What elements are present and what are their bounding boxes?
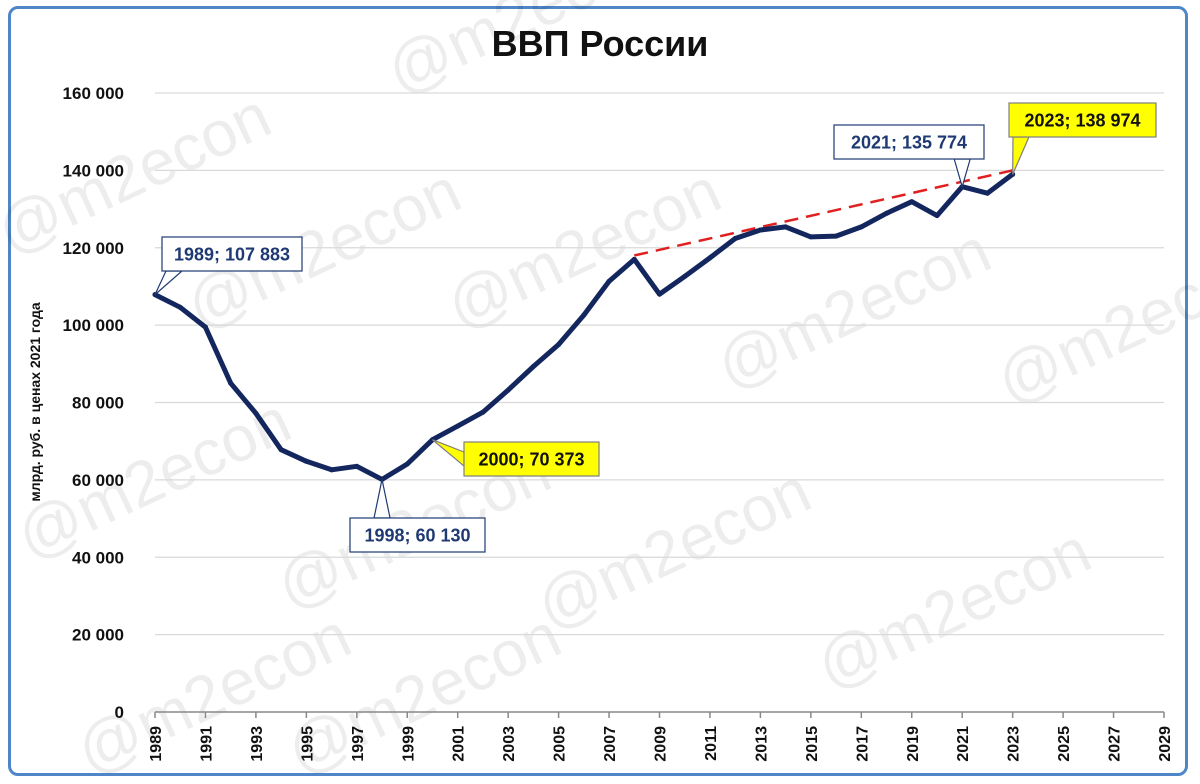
x-tick-label: 2025 — [1056, 726, 1073, 762]
data-point — [631, 256, 637, 262]
x-tick-label: 1999 — [400, 726, 417, 762]
y-tick-label: 20 000 — [72, 626, 124, 645]
data-point — [606, 278, 612, 284]
data-point — [202, 324, 208, 330]
callout-pointer — [432, 439, 465, 468]
callout-box-fill — [1010, 104, 1155, 136]
y-tick-label: 60 000 — [72, 471, 124, 490]
y-tick-label: 40 000 — [72, 548, 124, 567]
callout-label: 1989; 107 883 — [174, 245, 290, 265]
data-point — [228, 380, 234, 386]
watermark-text: @m2econ — [805, 514, 1101, 703]
data-point — [909, 199, 915, 205]
chart-title: ВВП России — [492, 23, 709, 64]
x-tick-label: 1989 — [148, 726, 165, 762]
callout-box-fill — [163, 238, 301, 270]
x-tick-label: 2019 — [905, 726, 922, 762]
x-tick-label: 2001 — [451, 726, 468, 762]
callout-pointer — [373, 479, 391, 519]
y-axis-label: млрд. руб. в ценах 2021 года — [27, 302, 43, 501]
data-point — [833, 233, 839, 239]
y-tick-label: 80 000 — [72, 394, 124, 413]
callout-label: 1998; 60 130 — [364, 526, 470, 546]
x-axis-ticks: 1989 1991 1993 1995 1997 1999 2001 2003 2005 2007… — [148, 712, 1174, 762]
data-point — [707, 255, 713, 261]
callout-pointer — [1012, 136, 1030, 175]
watermark-text: @m2econ — [985, 229, 1200, 418]
data-point — [984, 190, 990, 196]
x-tick-label: 2015 — [804, 726, 821, 762]
data-point — [884, 210, 890, 216]
x-tick-label: 1995 — [299, 726, 316, 762]
x-tick-label: 2013 — [753, 726, 770, 762]
callout: 1989; 107 883 — [154, 236, 303, 296]
callout: 1998; 60 130 — [349, 479, 486, 553]
y-tick-label: 160 000 — [63, 84, 124, 103]
data-point — [682, 273, 688, 279]
x-tick-label: 1993 — [249, 726, 266, 762]
y-tick-label: 100 000 — [63, 316, 124, 335]
data-point — [455, 423, 461, 429]
y-tick-label: 120 000 — [63, 239, 124, 258]
x-tick-label: 2023 — [1006, 726, 1023, 762]
callout: 2023; 138 974 — [1008, 102, 1157, 175]
data-point — [934, 213, 940, 219]
x-tick-label: 2007 — [602, 726, 619, 762]
callout: 2021; 135 774 — [833, 124, 985, 189]
data-point — [329, 467, 335, 473]
data-point — [858, 224, 864, 230]
data-point — [757, 227, 763, 233]
callout-box-fill — [351, 519, 484, 551]
y-axis-ticks: 0 20 000 40 000 60 000 80 000 100 000 120 000 1… — [63, 84, 124, 722]
data-point — [480, 409, 486, 415]
data-point — [783, 224, 789, 230]
data-callouts: 1989; 107 883 1998; 60 130 2000; 70 373 202… — [154, 102, 1157, 553]
x-tick-label: 1991 — [198, 726, 215, 762]
data-point — [808, 234, 814, 240]
y-tick-label: 140 000 — [63, 161, 124, 180]
data-point — [581, 312, 587, 318]
callout-label: 2021; 135 774 — [851, 133, 967, 153]
x-tick-label: 2017 — [854, 726, 871, 762]
data-point — [354, 463, 360, 469]
x-tick-label: 2021 — [955, 726, 972, 762]
data-point — [732, 235, 738, 241]
x-tick-label: 2005 — [552, 726, 569, 762]
x-tick-label: 2003 — [501, 726, 518, 762]
data-point — [657, 291, 662, 297]
x-tick-label: 2029 — [1157, 726, 1174, 762]
x-tick-label: 2009 — [653, 726, 670, 762]
x-tick-label: 2011 — [703, 726, 720, 761]
callout-box-fill — [835, 126, 983, 158]
x-tick-label: 2027 — [1107, 726, 1124, 762]
watermark-text: @m2econ — [525, 454, 821, 643]
data-point — [505, 387, 511, 393]
data-point — [177, 304, 183, 310]
callout: 2000; 70 373 — [432, 439, 600, 477]
callout-label: 2023; 138 974 — [1024, 111, 1140, 131]
y-tick-label: 0 — [115, 703, 124, 722]
data-point — [303, 458, 309, 464]
data-point — [253, 410, 259, 416]
data-point — [530, 364, 536, 370]
callout-label: 2000; 70 373 — [478, 450, 584, 470]
data-point — [556, 341, 562, 347]
series-points — [152, 171, 1016, 482]
data-point — [278, 447, 284, 453]
gridlines — [155, 92, 1164, 636]
data-point — [404, 461, 410, 467]
x-tick-label: 1997 — [350, 726, 367, 762]
chart-frame — [8, 6, 1188, 776]
callout-box-fill — [465, 443, 598, 475]
watermark-text: @m2econ — [705, 214, 1001, 403]
